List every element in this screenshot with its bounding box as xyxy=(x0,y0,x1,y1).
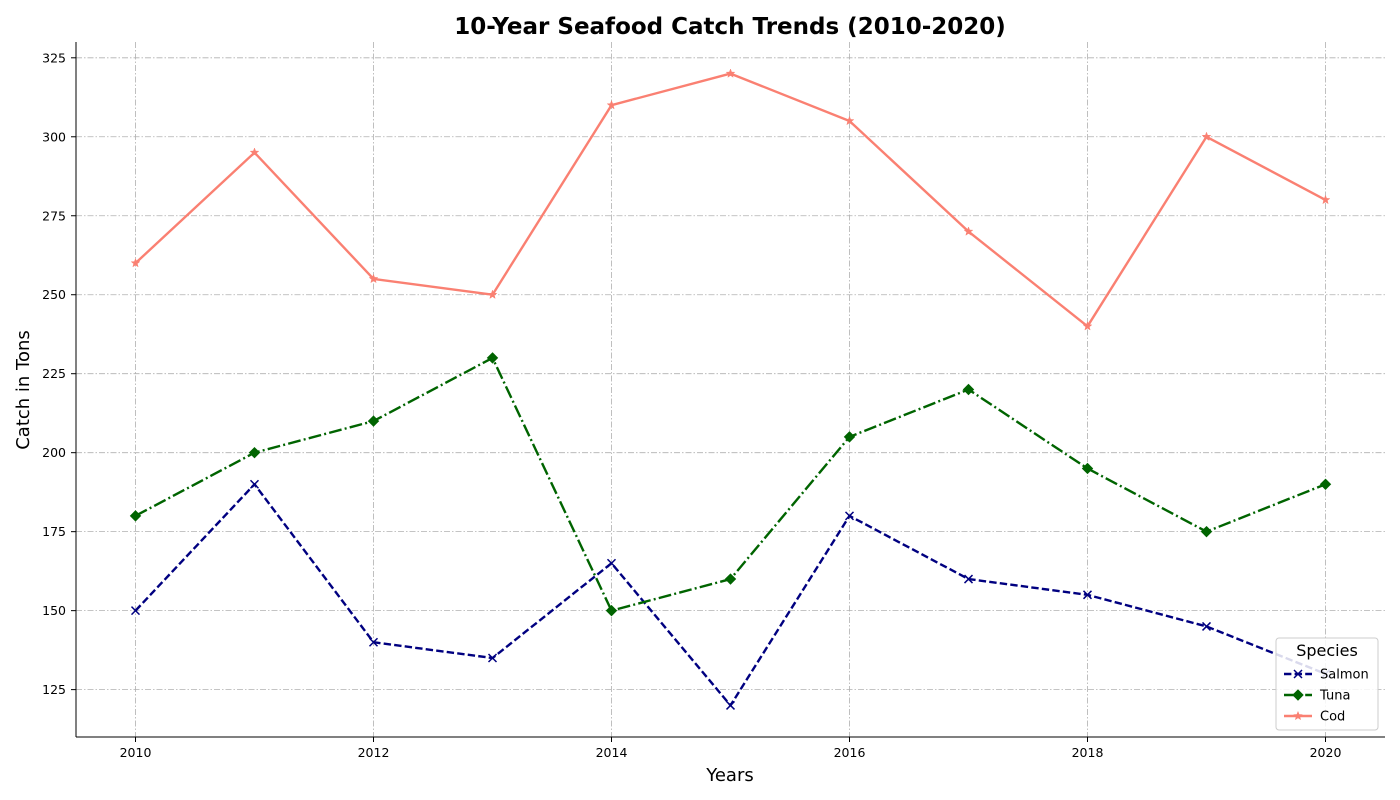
x-axis-label: Years xyxy=(705,765,754,786)
grid xyxy=(76,42,1385,737)
tuna-point xyxy=(1319,478,1332,490)
x-tick-label: 2018 xyxy=(1072,745,1104,760)
legend-item-cod: Cod xyxy=(1284,710,1345,725)
tuna-point xyxy=(486,352,499,364)
cod-point xyxy=(1320,194,1331,205)
salmon-point xyxy=(1082,590,1093,600)
legend-label: Cod xyxy=(1320,710,1345,725)
x-tick-label: 2010 xyxy=(120,745,152,760)
series-tuna xyxy=(129,352,1332,617)
y-axis-label: Catch in Tons xyxy=(13,330,34,450)
series-salmon xyxy=(130,479,1331,710)
series-cod xyxy=(130,68,1331,331)
y-tick-label: 225 xyxy=(42,366,66,381)
y-tick-label: 125 xyxy=(42,682,66,697)
cod-point xyxy=(1082,321,1093,331)
salmon-point xyxy=(725,700,736,710)
cod-point xyxy=(725,68,736,78)
series-layer xyxy=(129,68,1332,710)
cod-point xyxy=(606,99,617,110)
legend-box xyxy=(1275,637,1379,731)
axes: 2010 2012 2014 2016 2018 2020 125 150 175 200 225 2… xyxy=(42,42,1385,760)
salmon-point xyxy=(963,574,974,584)
y-tick-label: 300 xyxy=(42,129,66,144)
tuna-point xyxy=(1200,525,1213,538)
tuna-point xyxy=(843,431,856,443)
tuna-point xyxy=(1081,462,1094,475)
chart-title: 10-Year Seafood Catch Trends (2010-2020) xyxy=(454,14,1006,40)
y-tick-label: 175 xyxy=(42,524,66,539)
y-tick-label: 250 xyxy=(42,287,66,302)
salmon-point xyxy=(249,479,260,489)
tuna-point xyxy=(724,573,737,585)
legend-title: Species xyxy=(1296,641,1358,660)
x-tick-label: 2012 xyxy=(358,745,390,760)
cod-point xyxy=(1201,131,1212,141)
tuna-line xyxy=(134,356,1326,612)
legend-marker xyxy=(1292,689,1304,701)
y-tick-label: 150 xyxy=(42,603,66,618)
cod-point xyxy=(130,257,141,268)
cod-point xyxy=(249,147,260,157)
legend-label: Tuna xyxy=(1319,689,1350,704)
legend: Species Salmon Tuna Cod xyxy=(1275,637,1379,731)
cod-line xyxy=(134,72,1327,328)
salmon-line xyxy=(134,483,1326,707)
y-tick-label: 275 xyxy=(42,208,66,223)
tuna-point xyxy=(605,604,618,617)
salmon-point xyxy=(606,558,617,568)
cod-point xyxy=(368,273,379,284)
y-tick-label: 200 xyxy=(42,445,66,460)
cod-point xyxy=(963,226,974,236)
salmon-point xyxy=(1201,621,1212,631)
salmon-point xyxy=(130,606,141,616)
cod-point xyxy=(487,289,498,299)
tuna-point xyxy=(129,510,142,522)
y-tick-label: 325 xyxy=(42,50,66,65)
legend-label: Salmon xyxy=(1320,668,1369,683)
x-tick-label: 2020 xyxy=(1310,745,1342,760)
legend-item-salmon: Salmon xyxy=(1284,668,1369,683)
legend-item-tuna: Tuna xyxy=(1284,689,1350,704)
salmon-point xyxy=(368,637,379,647)
salmon-point xyxy=(844,511,855,521)
tuna-point xyxy=(367,415,380,427)
salmon-point xyxy=(487,653,498,663)
cod-point xyxy=(844,115,855,126)
legend-marker xyxy=(1293,669,1303,679)
legend-marker xyxy=(1293,710,1303,721)
x-tick-label: 2016 xyxy=(834,745,866,760)
x-tick-label: 2014 xyxy=(596,745,628,760)
tuna-point xyxy=(962,383,975,396)
tuna-point xyxy=(248,446,261,459)
